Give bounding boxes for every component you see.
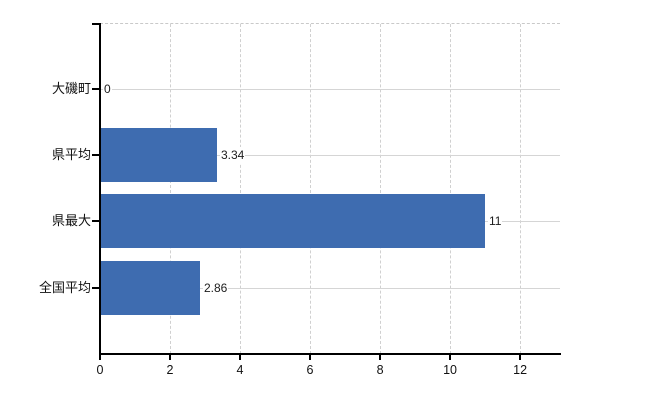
value-label: 3.34 <box>220 147 246 164</box>
x-axis <box>99 353 561 355</box>
bar <box>100 128 217 183</box>
category-tick <box>92 154 100 157</box>
x-gridline <box>170 24 171 354</box>
y-axis-top-tick <box>92 23 100 25</box>
category-tick <box>92 87 100 90</box>
x-gridline <box>240 24 242 354</box>
value-label: 11 <box>488 213 503 230</box>
x-tick-label: 4 <box>236 363 244 377</box>
x-tick <box>379 355 382 360</box>
x-gridline <box>450 24 452 354</box>
x-tick <box>309 355 312 360</box>
x-gridline <box>520 24 522 354</box>
x-tick <box>99 355 101 360</box>
x-tick-label: 2 <box>166 363 174 377</box>
row-gridline <box>100 88 560 90</box>
x-tick-label: 12 <box>513 363 528 377</box>
x-tick <box>239 355 242 360</box>
row-gridline <box>100 287 560 289</box>
row-gridline <box>100 155 560 157</box>
category-label: 県平均 <box>51 147 91 163</box>
x-tick-label: 10 <box>443 363 458 377</box>
x-tick-label: 6 <box>306 363 314 377</box>
category-tick <box>92 220 100 223</box>
x-gridline <box>310 24 312 354</box>
value-label: 0 <box>103 80 112 97</box>
bar <box>100 260 200 315</box>
value-label: 2.86 <box>203 279 229 296</box>
category-label: 全国平均 <box>38 279 91 295</box>
x-gridline <box>380 24 382 354</box>
x-tick-label: 8 <box>376 363 384 377</box>
y-axis <box>99 23 101 355</box>
bar <box>100 194 485 249</box>
category-label: 県最大 <box>51 213 91 229</box>
plot-top-border <box>100 23 560 24</box>
x-tick <box>519 355 522 360</box>
x-tick-label: 0 <box>96 363 104 377</box>
category-label: 大磯町 <box>51 80 91 96</box>
category-tick <box>92 286 100 289</box>
x-tick <box>169 355 171 360</box>
x-tick <box>449 355 452 360</box>
